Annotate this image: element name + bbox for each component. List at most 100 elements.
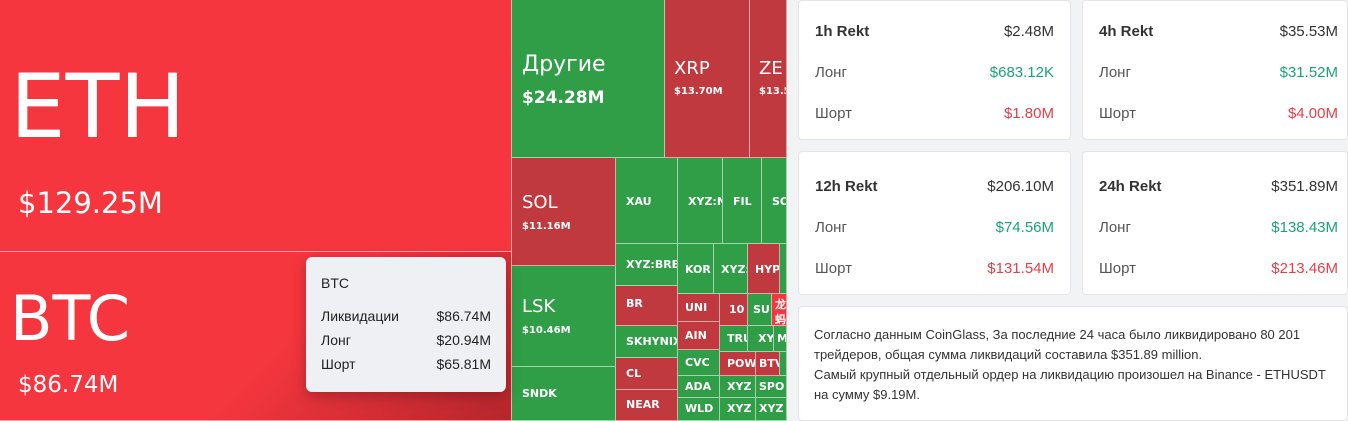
tile-btv-name: BTV: [759, 357, 779, 370]
tile-btv[interactable]: BTV: [756, 352, 780, 376]
card-12h-long-value: $74.56M: [995, 219, 1054, 236]
tile-tru-name: TRU: [727, 332, 747, 345]
tile-zec-name: ZE: [759, 58, 783, 79]
tile-xyz-n-name: XYZ:N: [688, 195, 723, 208]
card-24h-short-label: Шорт: [1099, 260, 1136, 277]
card-24h-title: 24h Rekt: [1099, 178, 1162, 195]
tile-xyz-bre-name: XYZ:BRE: [626, 258, 678, 271]
card-4h-rekt: 4h Rekt $35.53M Лонг $31.52M Шорт $4.00M: [1082, 0, 1348, 140]
tile-lsk[interactable]: LSK $10.46M: [512, 266, 616, 367]
rekt-stats-panel: 1h Rekt $2.48M Лонг $683.12K Шорт $1.80M…: [787, 0, 1348, 421]
tile-near-name: NEAR: [626, 398, 660, 411]
tile-eth[interactable]: ETH $129.25M: [0, 0, 512, 252]
tile-pow[interactable]: POW: [720, 352, 756, 376]
card-1h-long-label: Лонг: [815, 64, 847, 81]
tile-spo[interactable]: SPO: [756, 376, 787, 398]
card-24h-long-label: Лонг: [1099, 219, 1131, 236]
tile-eth-value: $129.25M: [18, 186, 163, 220]
tile-wld-name: WLD: [685, 402, 714, 415]
tile-fil[interactable]: FIL: [723, 158, 762, 244]
card-1h-total: $2.48M: [1003, 23, 1054, 40]
tile-extra-2[interactable]: [780, 352, 787, 376]
card-12h-rekt: 12h Rekt $206.10M Лонг $74.56M Шорт $131…: [798, 151, 1071, 295]
tile-cjk-1[interactable]: 龙 蚂: [772, 294, 787, 326]
tile-other-value: $24.28M: [522, 88, 605, 108]
tile-tru[interactable]: TRU: [720, 326, 748, 352]
tile-ain-name: AIN: [685, 329, 707, 342]
tile-su[interactable]: SU: [748, 294, 772, 326]
tile-other-name: Другие: [522, 52, 606, 77]
card-12h-short-value: $131.54M: [987, 260, 1054, 277]
tile-xyz-colon[interactable]: XYZ:: [714, 244, 748, 294]
tile-10[interactable]: 10: [720, 294, 748, 326]
tile-xyz2[interactable]: XYZ: [720, 376, 756, 398]
tile-xau-name: XAU: [626, 195, 652, 208]
tile-ain[interactable]: AIN: [678, 322, 720, 350]
tile-xyz-n[interactable]: XYZ:N: [678, 158, 723, 244]
card-4h-short-row: Шорт $4.00M: [1099, 105, 1338, 127]
tile-extra-1[interactable]: [780, 244, 787, 294]
card-4h-header: 4h Rekt $35.53M: [1099, 23, 1338, 45]
tile-btc-name: BTC: [10, 282, 131, 355]
tile-xyz3[interactable]: XYZ: [720, 398, 756, 421]
tile-xrp[interactable]: XRP $13.70M: [665, 0, 750, 158]
tile-uni[interactable]: UNI: [678, 294, 720, 322]
tile-xrp-name: XRP: [674, 58, 710, 79]
liquidation-heatmap: ETH $129.25M BTC $86.74M Другие $24.28M …: [0, 0, 787, 421]
card-4h-total: $35.53M: [1279, 23, 1338, 40]
tile-cjk-1-name: 龙: [775, 298, 786, 311]
card-4h-short-label: Шорт: [1099, 105, 1136, 122]
tile-xyz4[interactable]: XYZ: [756, 398, 787, 421]
tile-cl[interactable]: CL: [616, 358, 678, 390]
tile-kor-name: KOR: [685, 263, 711, 276]
card-4h-long-value: $31.52M: [1279, 64, 1338, 81]
card-24h-long-value: $138.43M: [1271, 219, 1338, 236]
summary-line-2: Самый крупный отдельный ордер на ликвида…: [814, 367, 1326, 402]
tile-hyp-name: HYP: [755, 263, 780, 276]
tile-br[interactable]: BR: [616, 286, 678, 326]
card-1h-short-value: $1.80M: [1003, 105, 1054, 122]
liquidation-summary: Согласно данным CoinGlass, За последние …: [798, 306, 1348, 421]
tile-spo-name: SPO: [759, 380, 785, 393]
tile-other[interactable]: Другие $24.28M: [512, 0, 665, 158]
card-1h-long-row: Лонг $683.12K: [815, 64, 1054, 86]
tile-zec-value: $13.5: [759, 86, 786, 97]
tile-br-name: BR: [626, 297, 643, 310]
tile-ada[interactable]: ADA: [678, 376, 720, 398]
card-24h-total: $351.89M: [1271, 178, 1338, 195]
tile-m[interactable]: M: [774, 326, 787, 352]
tile-uni-name: UNI: [685, 301, 708, 314]
tile-kor[interactable]: KOR: [678, 244, 714, 294]
tile-cvc[interactable]: CVC: [678, 350, 720, 376]
card-1h-rekt: 1h Rekt $2.48M Лонг $683.12K Шорт $1.80M: [798, 0, 1071, 140]
tooltip-long-label: Лонг: [321, 332, 351, 348]
tile-sol-value: $11.16M: [522, 221, 571, 232]
tile-btc-value: $86.74M: [18, 372, 119, 398]
card-4h-long-row: Лонг $31.52M: [1099, 64, 1338, 86]
tile-hyp[interactable]: HYP: [748, 244, 780, 294]
tile-zec[interactable]: ZE $13.5: [750, 0, 787, 158]
card-12h-long-row: Лонг $74.56M: [815, 219, 1054, 241]
card-12h-long-label: Лонг: [815, 219, 847, 236]
tile-xyz3-name: XYZ: [727, 402, 752, 415]
summary-line-1: Согласно данным CoinGlass, За последние …: [814, 327, 1301, 362]
tile-cjk-2-name: 蚂: [775, 313, 786, 326]
tile-xyz2-name: XYZ: [727, 380, 752, 393]
card-1h-long-value: $683.12K: [989, 64, 1054, 81]
tile-xy[interactable]: XY: [748, 326, 774, 352]
tile-wld[interactable]: WLD: [678, 398, 720, 421]
tooltip-short-label: Шорт: [321, 356, 356, 372]
tile-10-name: 10: [729, 303, 745, 316]
tile-so[interactable]: SO: [762, 158, 787, 244]
tile-xyz-bre[interactable]: XYZ:BRE: [616, 244, 678, 286]
tile-skhynix[interactable]: SKHYNIX: [616, 326, 678, 358]
tile-sndk-name: SNDK: [522, 387, 557, 400]
tile-xau[interactable]: XAU: [616, 158, 678, 244]
tile-lsk-name: LSK: [522, 296, 556, 317]
tile-sol[interactable]: SOL $11.16M: [512, 158, 616, 266]
tile-su-name: SU: [753, 303, 770, 316]
tile-sndk[interactable]: SNDK: [512, 367, 616, 421]
card-12h-short-label: Шорт: [815, 260, 852, 277]
card-4h-short-value: $4.00M: [1287, 105, 1338, 122]
tile-near[interactable]: NEAR: [616, 390, 678, 421]
